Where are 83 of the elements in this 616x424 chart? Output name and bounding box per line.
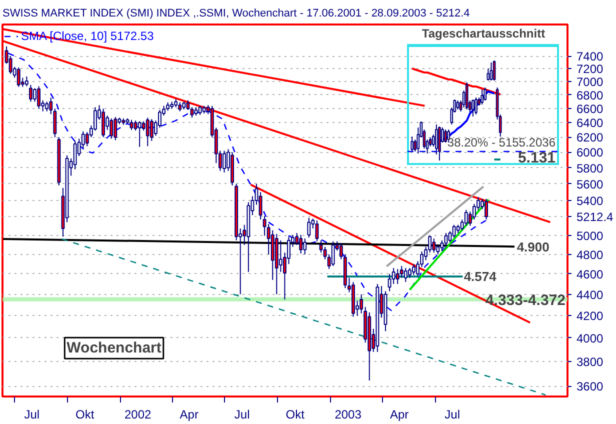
y-tick-label: 6600 (576, 102, 604, 116)
y-tick-label: 3600 (576, 380, 604, 394)
candlestick (480, 89, 484, 105)
annotation: 4.574 (464, 269, 498, 284)
candlestick (464, 209, 468, 226)
candlestick (404, 268, 408, 282)
candlestick (186, 100, 190, 110)
annotation: 4.900 (516, 239, 550, 254)
candlestick (73, 140, 77, 170)
x-tick-label: Okt (286, 408, 306, 422)
y-tick-label: 4800 (576, 248, 604, 262)
y-tick-label: 3800 (576, 354, 604, 369)
candlestick (486, 68, 490, 81)
y-tick-label: 7200 (576, 62, 604, 76)
candlestick (138, 120, 142, 148)
candlestick (24, 76, 28, 87)
candlestick (110, 118, 114, 140)
candlestick (484, 87, 487, 101)
candlestick (438, 126, 441, 161)
candlestick (331, 240, 335, 267)
x-tick-label: Jul (444, 408, 460, 422)
candlestick (490, 62, 493, 81)
candlestick (222, 150, 226, 174)
candlestick (102, 108, 105, 138)
y-tick-label: 6400 (576, 116, 604, 130)
y-tick-label: 4000 (576, 331, 604, 346)
candlestick (400, 266, 404, 278)
candlestick (323, 246, 327, 260)
annotation: 38.20% - 5155.2036 (447, 136, 556, 150)
candlestick (444, 129, 447, 143)
candlestick (444, 232, 448, 246)
chart-title: SWISS MARKET INDEX (SMI) INDEX ,.SSMI, Wochenchart - 17.06.2001 - 28.09.2003 - 5212.4 (2, 8, 470, 20)
candlestick (484, 198, 488, 220)
candlestick (190, 106, 194, 118)
y-tick-label: 5400 (576, 194, 604, 208)
y-tick-label: 4200 (576, 309, 604, 324)
y-tick-label: 7000 (576, 75, 604, 90)
candlestick (396, 268, 400, 285)
candlestick (408, 268, 412, 278)
candlestick (146, 117, 150, 147)
candlestick (435, 124, 438, 155)
chart-title: Tageschartausschnitt (422, 26, 546, 40)
x-tick-label: Apr (390, 408, 409, 422)
candlestick (37, 86, 40, 110)
candlestick (412, 264, 416, 276)
candlestick (392, 268, 396, 285)
y-tick-label: 6800 (576, 88, 604, 102)
candlestick (198, 105, 202, 116)
y-tick-label: 5000 (576, 229, 604, 244)
x-tick-label: 2003 (334, 408, 362, 422)
x-tick-label: 2002 (124, 408, 152, 422)
candlestick (16, 66, 20, 88)
candlestick (130, 119, 134, 130)
annotation: 5.131 (518, 150, 556, 167)
candlestick (472, 99, 474, 117)
candlestick (33, 88, 36, 102)
candlestick (307, 217, 311, 238)
candlestick (432, 238, 436, 254)
candlestick (303, 238, 307, 255)
y-tick-label: 6200 (576, 130, 604, 145)
x-tick-label: Okt (76, 408, 95, 422)
y-tick-label: 6000 (576, 146, 604, 160)
y-tick-label: 4400 (576, 288, 604, 302)
band-label: 4.333-4.372 (485, 292, 566, 309)
y-tick-label: 5600 (576, 177, 604, 192)
x-tick-label: Jul (234, 408, 250, 422)
candlestick (94, 106, 97, 132)
candlestick (492, 60, 496, 81)
y-tick-label: 5212.4 (576, 210, 614, 224)
candlestick (29, 84, 32, 102)
candlestick (410, 136, 414, 152)
candlestick (45, 101, 49, 112)
y-tick-label: 5800 (576, 161, 604, 176)
candlestick (278, 240, 282, 272)
candlestick (114, 116, 118, 141)
candlestick (474, 97, 478, 115)
candlestick (150, 118, 154, 142)
y-tick-label: 7400 (576, 50, 604, 64)
x-tick-label: Apr (180, 408, 198, 422)
y-tick-label: 4600 (576, 267, 604, 282)
x-tick-label: Jul (24, 408, 40, 422)
candlestick (299, 234, 303, 254)
annotation: Wochenchart (66, 340, 162, 357)
